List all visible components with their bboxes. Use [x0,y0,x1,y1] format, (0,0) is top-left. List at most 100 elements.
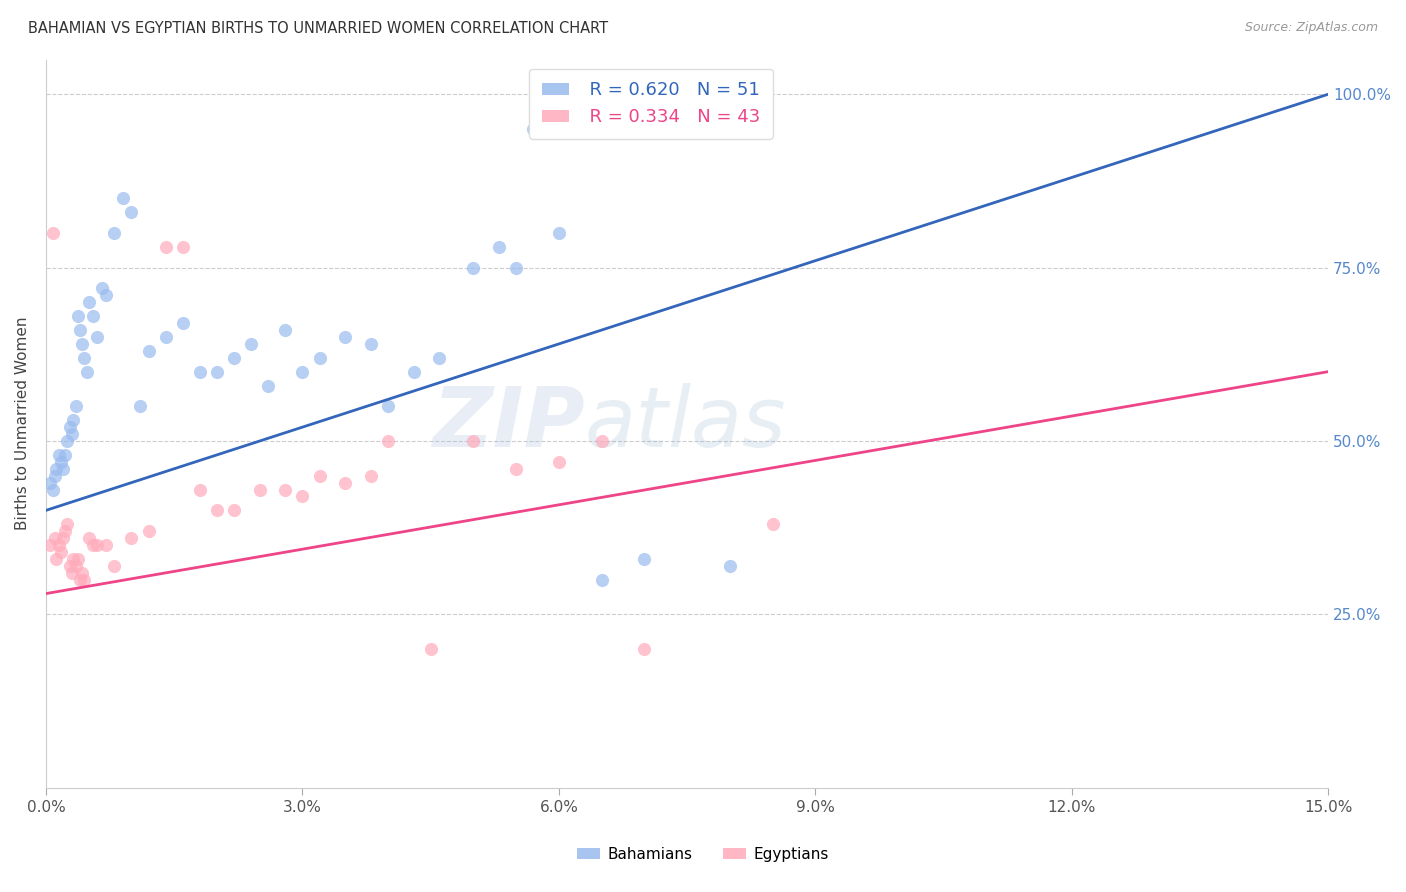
Point [60,427,83,442]
Point [188,483,211,497]
Point [274,323,297,337]
Point [205,365,228,379]
Point [257,378,280,392]
Point [65,400,87,414]
Point [44,468,66,483]
Point [103,226,125,240]
Point [51,455,73,469]
Point [82,538,104,552]
Point [402,365,425,379]
Point [59,558,82,573]
Point [463,434,485,448]
Point [360,337,382,351]
Point [240,337,263,351]
Point [172,240,194,254]
Point [76,365,98,379]
Point [633,642,655,657]
Point [48,448,70,462]
Text: atlas: atlas [585,384,786,464]
Point [53,524,76,538]
Point [249,483,271,497]
Point [591,434,613,448]
Point [62,552,84,566]
Point [42,483,65,497]
Point [103,558,125,573]
Point [138,524,160,538]
Point [377,400,399,414]
Point [111,191,134,205]
Point [45,462,67,476]
Point [73,573,96,587]
Point [222,351,245,365]
Point [48,538,70,552]
Point [51,545,73,559]
Point [62,413,84,427]
Point [463,260,485,275]
Point [333,330,356,344]
Point [291,365,314,379]
Point [73,351,96,365]
Point [172,316,194,330]
Point [59,420,82,434]
Text: ZIP: ZIP [432,384,585,464]
Point [120,531,142,545]
Point [291,490,314,504]
Point [77,531,100,545]
Legend: Bahamians, Egyptians: Bahamians, Egyptians [571,841,835,868]
Point [155,330,177,344]
Point [205,503,228,517]
Point [333,475,356,490]
Point [67,309,90,323]
Text: Source: ZipAtlas.com: Source: ZipAtlas.com [1244,21,1378,34]
Point [633,552,655,566]
Point [522,122,544,136]
Point [488,240,510,254]
Point [94,538,117,552]
Point [65,558,87,573]
Point [308,351,330,365]
Point [222,503,245,517]
Point [274,483,297,497]
Point [39,538,62,552]
Y-axis label: Births to Unmarried Women: Births to Unmarried Women [15,317,30,531]
Point [377,434,399,448]
Point [547,455,569,469]
Point [155,240,177,254]
Point [308,468,330,483]
Point [52,462,75,476]
Point [69,573,91,587]
Point [60,566,83,580]
Point [505,260,527,275]
Point [42,226,65,240]
Point [591,573,613,587]
Point [138,343,160,358]
Point [44,531,66,545]
Point [45,552,67,566]
Point [56,517,79,532]
Point [70,337,93,351]
Point [86,538,108,552]
Point [547,226,569,240]
Point [70,566,93,580]
Point [67,552,90,566]
Point [120,205,142,219]
Point [53,448,76,462]
Point [69,323,91,337]
Point [52,531,75,545]
Point [188,365,211,379]
Point [56,434,79,448]
Text: BAHAMIAN VS EGYPTIAN BIRTHS TO UNMARRIED WOMEN CORRELATION CHART: BAHAMIAN VS EGYPTIAN BIRTHS TO UNMARRIED… [28,21,609,36]
Point [86,330,108,344]
Point [427,351,450,365]
Point [39,475,62,490]
Point [94,288,117,302]
Legend:   R = 0.620   N = 51,   R = 0.334   N = 43: R = 0.620 N = 51, R = 0.334 N = 43 [530,69,773,139]
Point [360,468,382,483]
Point [77,295,100,310]
Point [90,281,112,295]
Point [129,400,152,414]
Point [505,462,527,476]
Point [419,642,441,657]
Point [761,517,783,532]
Point [82,309,104,323]
